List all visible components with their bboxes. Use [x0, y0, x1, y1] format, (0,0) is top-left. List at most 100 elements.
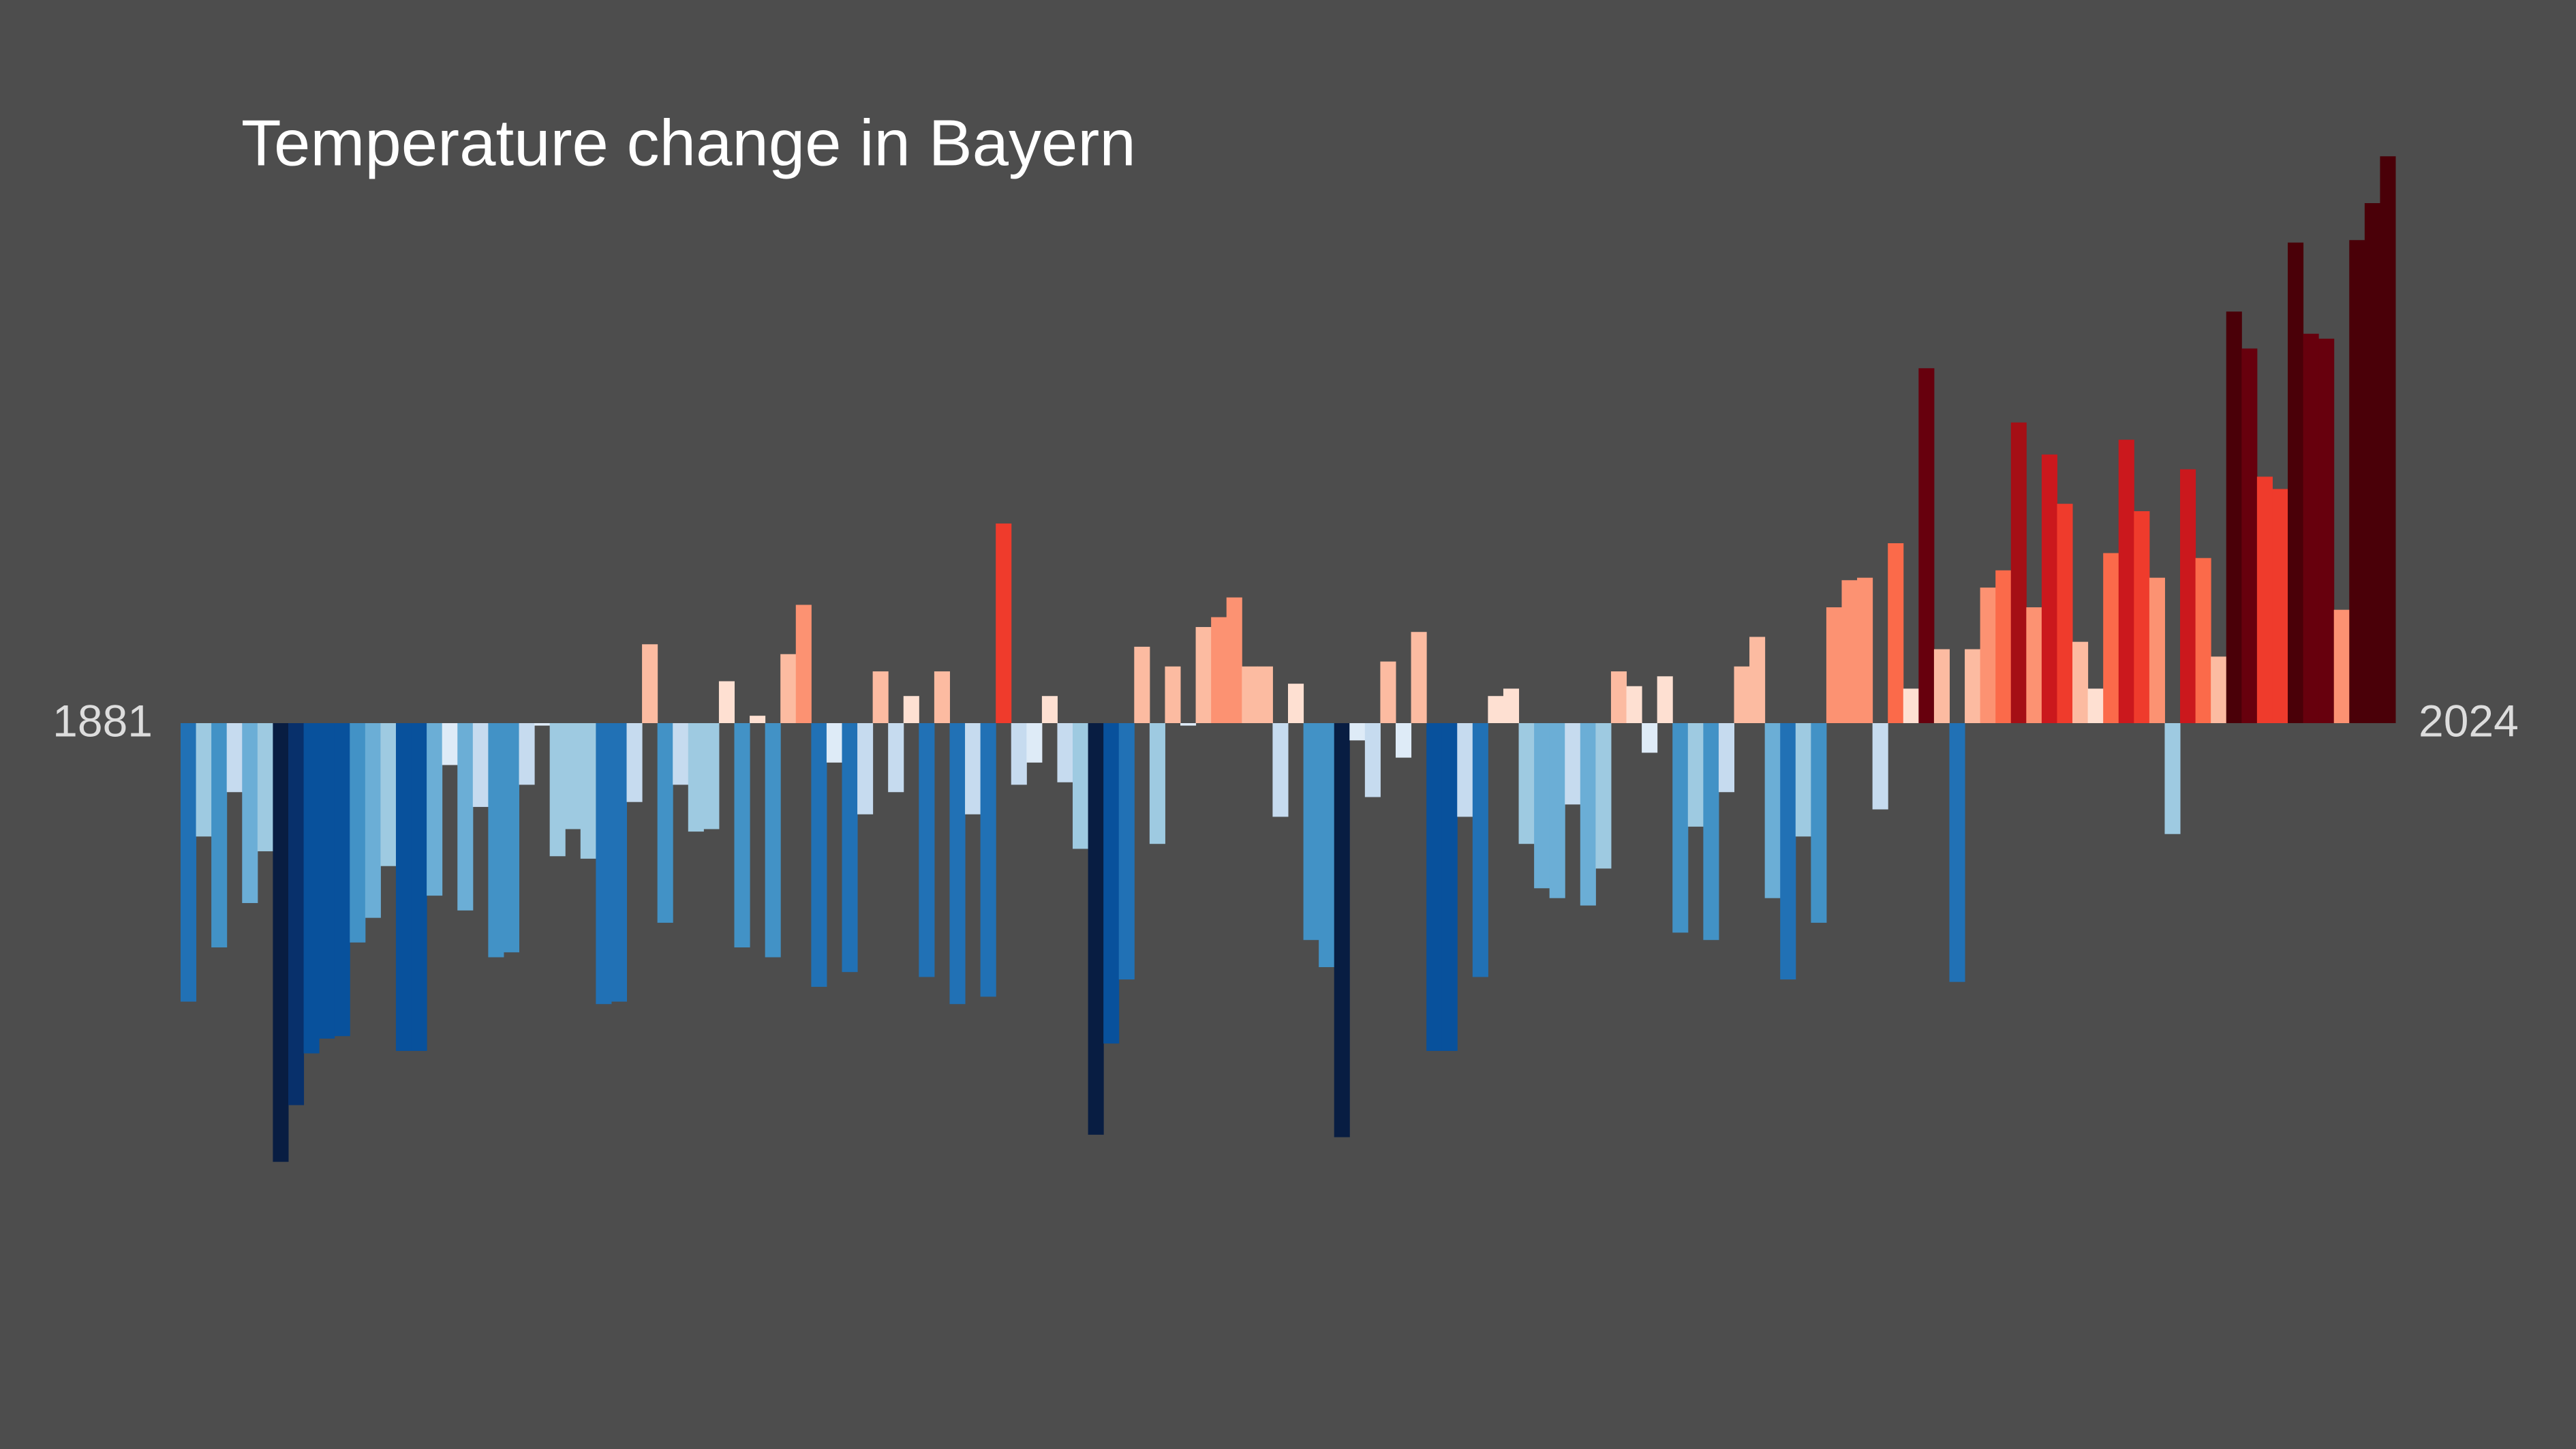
bar: [1734, 666, 1750, 723]
bar: [1319, 723, 1335, 967]
bar: [1687, 723, 1704, 827]
bar: [1703, 723, 1719, 941]
bar: [395, 723, 412, 1051]
bar: [903, 696, 919, 723]
bar: [1872, 723, 1888, 810]
bar: [1841, 580, 1858, 723]
bar: [2057, 504, 2073, 723]
bar: [718, 681, 735, 723]
bar: [1426, 723, 1443, 1051]
bar: [872, 671, 889, 723]
bar: [1288, 684, 1304, 723]
bar: [319, 723, 335, 1039]
bar: [1780, 723, 1796, 980]
bar: [1811, 723, 1827, 923]
bar: [996, 523, 1012, 723]
bar: [1795, 723, 1811, 837]
bar: [1995, 570, 2012, 723]
bar: [765, 723, 781, 958]
bar: [1073, 723, 1089, 849]
bar: [2195, 558, 2211, 723]
bar: [196, 723, 212, 837]
bar: [1395, 723, 1412, 758]
bar: [2041, 454, 2057, 723]
bar: [826, 723, 842, 763]
bar: [2103, 553, 2119, 723]
bar: [1565, 723, 1581, 805]
bar: [1534, 723, 1550, 889]
bar: [2072, 641, 2089, 723]
bar: [626, 723, 643, 802]
bar: [642, 644, 658, 723]
bar: [1257, 666, 1273, 723]
bar: [1011, 723, 1027, 785]
bar: [965, 723, 981, 814]
bar: [1826, 607, 1842, 723]
bar: [1518, 723, 1535, 844]
bar: [442, 723, 458, 765]
bar: [2134, 511, 2150, 723]
bar: [1195, 626, 1212, 723]
bar: [1749, 637, 1766, 723]
bar: [795, 605, 812, 723]
bar: [534, 723, 551, 726]
bar: [750, 716, 766, 723]
bar: [842, 723, 858, 973]
bar: [1026, 723, 1043, 763]
bar: [811, 723, 827, 987]
bar: [1903, 688, 1919, 723]
bar: [1041, 696, 1058, 723]
bar: [1888, 543, 1904, 723]
chart-title: Temperature change in Bayern: [241, 106, 1136, 179]
bar: [226, 723, 243, 793]
bar: [2164, 723, 2181, 834]
bar: [2256, 476, 2273, 723]
bar: [2272, 489, 2288, 723]
bar: [1933, 649, 1950, 723]
bar: [673, 723, 689, 785]
bar: [1242, 666, 1258, 723]
bar: [1610, 671, 1627, 723]
bar: [257, 723, 273, 852]
bar: [2211, 656, 2227, 723]
bar: [242, 723, 258, 903]
bar: [1165, 666, 1181, 723]
bar: [703, 723, 720, 829]
bar: [365, 723, 381, 918]
bar: [1918, 368, 1935, 723]
bar: [2180, 469, 2196, 723]
bar: [2026, 607, 2042, 723]
bar: [857, 723, 874, 814]
bar: [488, 723, 504, 958]
bar: [2226, 311, 2242, 723]
bar: [457, 723, 474, 911]
bar: [1718, 723, 1735, 793]
bar: [1672, 723, 1689, 933]
bar: [1965, 649, 1981, 723]
bar: [2333, 609, 2350, 723]
bar: [1626, 686, 1642, 723]
start-year-label: 1881: [52, 695, 153, 746]
bar: [1949, 723, 1965, 982]
bar: [1642, 723, 1658, 753]
bar: [780, 654, 797, 723]
bar: [1595, 723, 1612, 869]
bar: [2349, 240, 2365, 723]
bar: [1364, 723, 1381, 797]
bar: [1103, 723, 1120, 1044]
bar: [303, 723, 320, 1054]
bar: [1457, 723, 1473, 817]
bar: [350, 723, 366, 943]
bar: [1549, 723, 1565, 898]
bar: [949, 723, 966, 1005]
bar: [427, 723, 443, 896]
bar: [380, 723, 397, 866]
bar: [2303, 333, 2319, 723]
bar: [1580, 723, 1596, 906]
bar: [611, 723, 628, 1002]
bar: [688, 723, 704, 832]
bar: [1980, 588, 1996, 723]
bar: [273, 723, 289, 1162]
bar: [411, 723, 427, 1051]
